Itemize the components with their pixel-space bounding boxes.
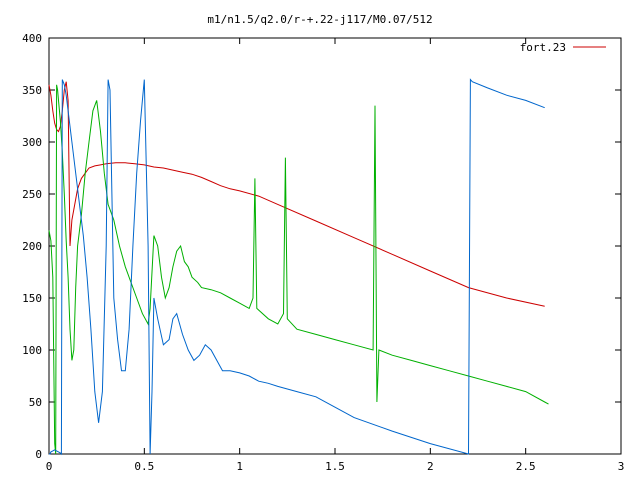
chart-title: m1/n1.5/q2.0/r-+.22-j117/M0.07/512: [207, 13, 432, 26]
series-line-3: [49, 78, 545, 456]
y-tick-label: 100: [22, 344, 42, 357]
y-tick-label: 50: [29, 396, 42, 409]
y-tick-label: 150: [22, 292, 42, 305]
axis-ticks: 0 0.5 1 1.5 2 2.5 3 0 50 100 150 200 250 300 350 400: [22, 32, 624, 473]
x-tick-label: 3: [618, 460, 625, 473]
series-layer: [48, 78, 549, 456]
legend-label: fort.23: [520, 41, 566, 54]
x-tick-label: 0: [46, 460, 53, 473]
x-tick-label: 1.5: [325, 460, 345, 473]
y-tick-label: 400: [22, 32, 42, 45]
x-tick-label: 1: [236, 460, 243, 473]
y-tick-label: 0: [35, 448, 42, 461]
series-line-2: [48, 84, 549, 455]
x-tick-label: 0.5: [134, 460, 154, 473]
legend: fort.23: [520, 41, 606, 54]
x-tick-label: 2.5: [516, 460, 536, 473]
y-tick-label: 200: [22, 240, 42, 253]
plot-frame: [48, 37, 622, 455]
y-tick-label: 300: [22, 136, 42, 149]
x-tick-label: 2: [427, 460, 434, 473]
y-tick-label: 350: [22, 84, 42, 97]
y-tick-label: 250: [22, 188, 42, 201]
